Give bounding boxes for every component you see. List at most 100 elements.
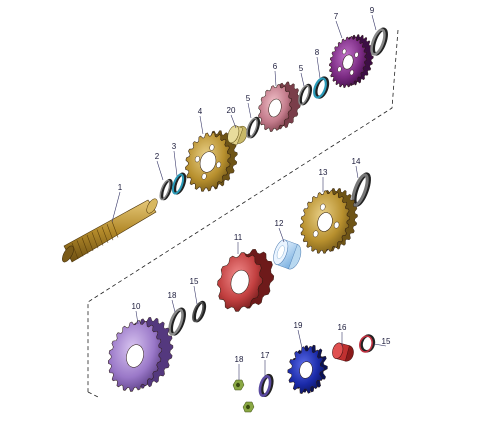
callout-1-shaft: 1 xyxy=(118,183,123,192)
callout-15-circlip: 15 xyxy=(190,277,199,286)
leader-5 xyxy=(300,72,305,87)
thrust-washer-2-ring xyxy=(159,179,171,201)
purple-gear-7-hub xyxy=(342,54,354,70)
shaft-spline xyxy=(91,232,99,249)
circlip-3-ring xyxy=(171,173,185,195)
shaft-spline xyxy=(86,234,94,252)
callout-16-spacer: 16 xyxy=(338,323,347,332)
spacer-front xyxy=(332,342,344,359)
callout-20-needle-bearing: 20 xyxy=(227,106,236,115)
shaft-spline xyxy=(96,229,104,246)
purple-gear-7 xyxy=(329,34,374,88)
gold-gear-4 xyxy=(185,130,238,192)
callout-3-circlip: 3 xyxy=(172,142,177,151)
leader-18 xyxy=(171,299,176,313)
callout-12-bushing: 12 xyxy=(275,219,284,228)
pink-gear-6-hub xyxy=(268,98,282,118)
shaft-spline xyxy=(101,226,109,243)
callout-4-gold-gear: 4 xyxy=(198,107,203,116)
spacer-16 xyxy=(332,342,354,362)
gold-gear-4-hole xyxy=(209,144,215,151)
thrust-washer-14-ring xyxy=(351,173,369,207)
callout-8-circlip: 8 xyxy=(315,48,320,57)
leader-4 xyxy=(199,115,204,135)
o-ring-15b xyxy=(359,334,376,353)
leader-8 xyxy=(316,56,321,79)
circlip-3 xyxy=(171,172,187,195)
leader-19 xyxy=(297,329,303,349)
callout-14-thrust-washer: 14 xyxy=(352,157,361,166)
gold-gear-13-hub xyxy=(317,212,333,232)
thrust-washer-14 xyxy=(351,172,371,207)
callout-13-gold-gear: 13 xyxy=(319,168,328,177)
pink-gear-6 xyxy=(258,81,301,132)
thrust-washer-5a-edge xyxy=(247,116,261,139)
leader-lines xyxy=(111,14,387,380)
thrust-washer-2 xyxy=(159,178,173,201)
violet-gear-10-hub xyxy=(126,344,144,368)
red-gear-11 xyxy=(217,249,275,312)
violet-gear-10 xyxy=(107,317,174,392)
leader-1 xyxy=(111,191,121,223)
gold-gear-4-hole xyxy=(216,161,222,169)
nut-bore xyxy=(246,404,250,410)
callout-18-thrust-washer: 18 xyxy=(168,291,177,300)
gold-gear-4-hub xyxy=(199,151,217,173)
leader-7 xyxy=(335,20,343,39)
gold-gear-13-hole xyxy=(312,230,319,238)
leader-6 xyxy=(274,70,277,87)
gold-gear-4-hole xyxy=(201,173,207,180)
gold-gear-4-hole xyxy=(194,155,200,163)
callout-5-thrust-washer: 5 xyxy=(246,94,251,103)
shaft-spline xyxy=(111,221,119,238)
o-ring-15b-ring xyxy=(359,335,373,353)
lock-washer-17-ring xyxy=(258,374,272,398)
leader-15 xyxy=(193,285,198,305)
shaft xyxy=(62,198,158,263)
callout-11-red-gear: 11 xyxy=(234,233,243,242)
shaft-end xyxy=(62,245,74,263)
gold-gear-13-hole xyxy=(333,221,340,229)
circlip-15a-ring xyxy=(192,301,204,323)
bushing-bore xyxy=(276,245,285,260)
thrust-washer-9 xyxy=(370,27,388,56)
shaft-spline xyxy=(76,240,84,257)
thrust-washer-5a-ring xyxy=(246,117,258,139)
shaft-body xyxy=(63,199,157,263)
axis-lines xyxy=(87,29,399,399)
nut-18-2 xyxy=(242,401,255,413)
purple-gear-7-hole xyxy=(337,66,342,72)
callout-10-violet-gear: 10 xyxy=(132,302,141,311)
leader-5 xyxy=(247,102,252,119)
thrust-washer-5b-edge xyxy=(299,83,313,106)
thrust-washer-18a-ring xyxy=(168,308,184,336)
leader-10 xyxy=(135,310,139,325)
lock-washer-17 xyxy=(258,373,274,398)
callout-19-sprocket: 19 xyxy=(294,321,303,330)
shaft-spline xyxy=(106,223,114,241)
leader-2 xyxy=(156,160,164,181)
purple-gear-7-hole xyxy=(349,69,354,76)
leader-9 xyxy=(371,14,377,31)
leader-20 xyxy=(230,114,237,129)
leader-15 xyxy=(373,343,387,347)
gold-gear-13 xyxy=(300,188,358,254)
callout-9-thrust-washer: 9 xyxy=(370,6,375,15)
circlip-8-ring xyxy=(313,77,327,99)
nut-bore xyxy=(236,382,240,388)
thrust-washer-18a xyxy=(168,307,186,336)
bearing-front xyxy=(227,125,240,144)
shaft-spline xyxy=(71,242,79,260)
leader-12 xyxy=(278,227,285,243)
callout-17-lock-washer: 17 xyxy=(261,351,270,360)
shaft-tip xyxy=(146,198,158,214)
callout-5-thrust-washer: 5 xyxy=(299,64,304,73)
thrust-washer-5b xyxy=(298,83,313,106)
sprocket-19-hub xyxy=(299,361,313,379)
thrust-washer-5b-ring xyxy=(298,84,310,106)
red-gear-11-hub xyxy=(230,269,250,295)
callout-7-purple-gear: 7 xyxy=(334,12,339,21)
